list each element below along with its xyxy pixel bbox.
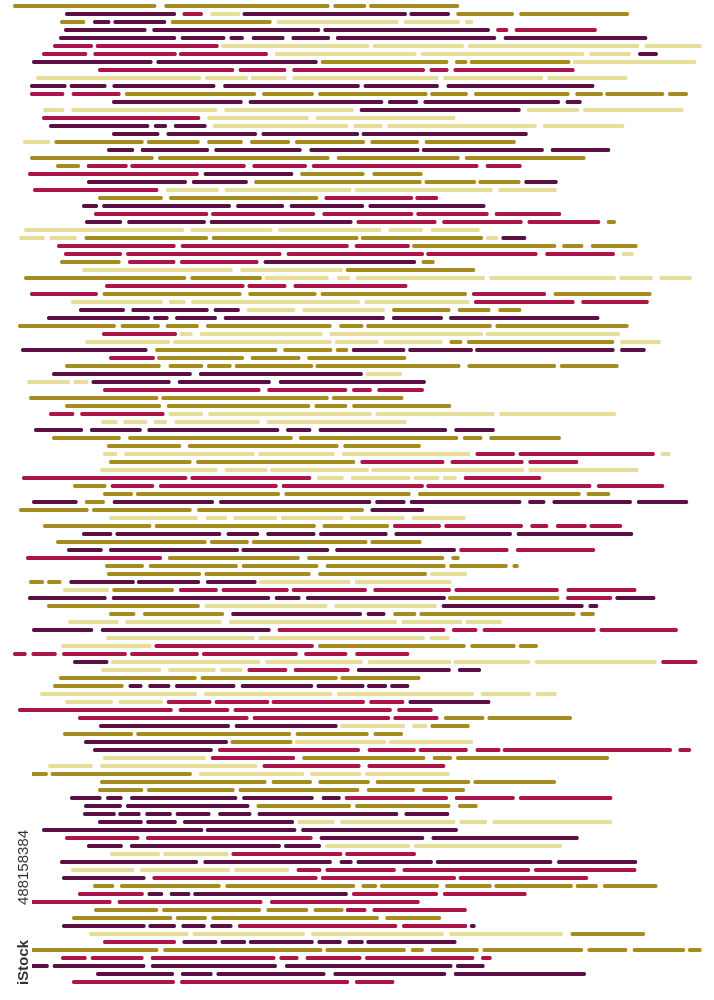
image-id: 488158384 (15, 830, 32, 905)
credit-backdrop (12, 755, 32, 990)
brand-logo: iStock (15, 939, 32, 985)
stripes (13, 4, 702, 984)
